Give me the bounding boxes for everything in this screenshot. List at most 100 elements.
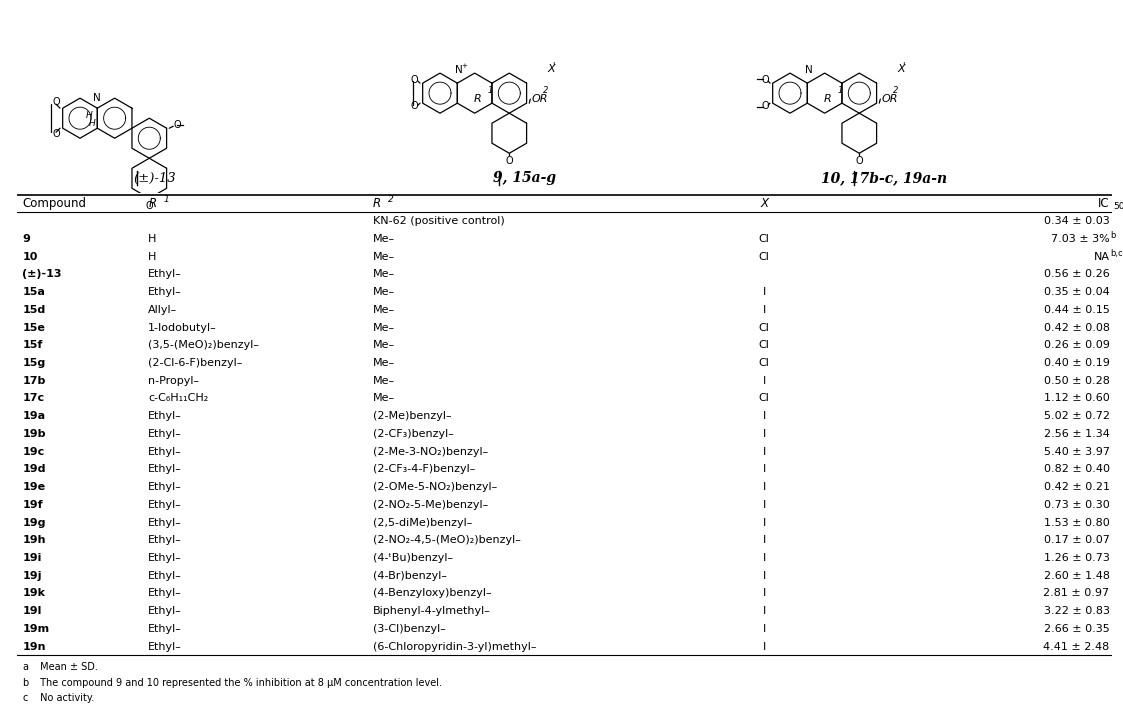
Text: I: I: [763, 606, 766, 616]
Text: Me–: Me–: [373, 234, 395, 244]
Text: (2-NO₂-5-Me)benzyl–: (2-NO₂-5-Me)benzyl–: [373, 500, 489, 510]
Text: Cl: Cl: [759, 358, 769, 368]
Text: 19h: 19h: [22, 536, 46, 546]
Text: I: I: [763, 589, 766, 599]
Text: 5.40 ± 3.97: 5.40 ± 3.97: [1043, 447, 1110, 457]
Text: Ethyl–: Ethyl–: [148, 536, 182, 546]
Text: 17b: 17b: [22, 376, 46, 386]
Text: 19c: 19c: [22, 447, 45, 457]
Text: b,c: b,c: [1111, 248, 1123, 258]
Text: 0.56 ± 0.26: 0.56 ± 0.26: [1044, 269, 1110, 279]
Text: b: b: [1111, 231, 1116, 240]
Text: 10, 17b-c, 19a-n: 10, 17b-c, 19a-n: [821, 171, 948, 185]
Text: 2.56 ± 1.34: 2.56 ± 1.34: [1043, 429, 1110, 439]
Text: (2-Me-3-NO₂)benzyl–: (2-Me-3-NO₂)benzyl–: [373, 447, 489, 457]
Text: Ethyl–: Ethyl–: [148, 642, 182, 652]
Text: Ethyl–: Ethyl–: [148, 571, 182, 581]
Text: (±)-13: (±)-13: [22, 269, 62, 279]
Text: (2,5-diMe)benzyl–: (2,5-diMe)benzyl–: [373, 518, 472, 528]
Text: 0.42 ± 0.21: 0.42 ± 0.21: [1043, 482, 1110, 492]
Text: (2-NO₂-4,5-(MeO)₂)benzyl–: (2-NO₂-4,5-(MeO)₂)benzyl–: [373, 536, 521, 546]
Text: Me–: Me–: [373, 394, 395, 404]
Text: R: R: [148, 197, 156, 210]
Text: 15a: 15a: [22, 287, 45, 297]
Text: O: O: [52, 129, 60, 139]
Text: Ethyl–: Ethyl–: [148, 482, 182, 492]
Text: 19n: 19n: [22, 642, 46, 652]
Text: I: I: [763, 642, 766, 652]
Text: (2-CF₃)benzyl–: (2-CF₃)benzyl–: [373, 429, 454, 439]
Text: Cl: Cl: [759, 252, 769, 262]
Text: Cl: Cl: [759, 323, 769, 333]
Text: 15e: 15e: [22, 323, 45, 333]
Text: 0.26 ± 0.09: 0.26 ± 0.09: [1043, 340, 1110, 350]
Text: X: X: [897, 64, 905, 74]
Text: 19i: 19i: [22, 553, 42, 563]
Text: I: I: [763, 571, 766, 581]
Text: 0.73 ± 0.30: 0.73 ± 0.30: [1044, 500, 1110, 510]
Text: Ethyl–: Ethyl–: [148, 269, 182, 279]
Text: (4-Br)benzyl–: (4-Br)benzyl–: [373, 571, 447, 581]
Text: 2.66 ± 0.35: 2.66 ± 0.35: [1044, 624, 1110, 634]
Text: (2-OMe-5-NO₂)benzyl–: (2-OMe-5-NO₂)benzyl–: [373, 482, 497, 492]
Text: R: R: [474, 95, 482, 104]
Text: Ethyl–: Ethyl–: [148, 465, 182, 475]
Text: 4.41 ± 2.48: 4.41 ± 2.48: [1043, 642, 1110, 652]
Text: I: I: [763, 482, 766, 492]
Text: Me–: Me–: [373, 376, 395, 386]
Text: No activity.: No activity.: [37, 692, 94, 702]
Text: N: N: [805, 65, 813, 75]
Text: 9: 9: [22, 234, 30, 244]
Text: b: b: [22, 677, 28, 687]
Text: O: O: [410, 75, 418, 85]
Text: (±)-13: (±)-13: [133, 173, 175, 185]
Text: I: I: [763, 376, 766, 386]
Text: 1: 1: [487, 86, 493, 95]
Text: (4-ᵗBu)benzyl–: (4-ᵗBu)benzyl–: [373, 553, 453, 563]
Text: I: I: [763, 553, 766, 563]
Text: Ethyl–: Ethyl–: [148, 411, 182, 421]
Text: I: I: [763, 624, 766, 634]
Text: (2-Cl-6-F)benzyl–: (2-Cl-6-F)benzyl–: [148, 358, 243, 368]
Text: O: O: [52, 97, 60, 107]
Text: 1.26 ± 0.73: 1.26 ± 0.73: [1043, 553, 1110, 563]
Text: Cl: Cl: [759, 394, 769, 404]
Text: ': ': [553, 61, 555, 71]
Text: 0.50 ± 0.28: 0.50 ± 0.28: [1043, 376, 1110, 386]
Text: Ethyl–: Ethyl–: [148, 429, 182, 439]
Text: 19j: 19j: [22, 571, 42, 581]
Text: Ethyl–: Ethyl–: [148, 518, 182, 528]
Text: 9, 15a-g: 9, 15a-g: [493, 171, 556, 185]
Text: Me–: Me–: [373, 358, 395, 368]
Text: I: I: [763, 518, 766, 528]
Text: H: H: [148, 234, 156, 244]
Text: 0.34 ± 0.03: 0.34 ± 0.03: [1044, 216, 1110, 226]
Text: Ethyl–: Ethyl–: [148, 624, 182, 634]
Text: 15d: 15d: [22, 305, 46, 315]
Text: n-Propyl–: n-Propyl–: [148, 376, 200, 386]
Text: 19k: 19k: [22, 589, 45, 599]
Text: +: +: [462, 63, 467, 69]
Text: Ethyl–: Ethyl–: [148, 447, 182, 457]
Text: (3-Cl)benzyl–: (3-Cl)benzyl–: [373, 624, 446, 634]
Text: Me–: Me–: [373, 305, 395, 315]
Text: Cl: Cl: [759, 234, 769, 244]
Text: 0.44 ± 0.15: 0.44 ± 0.15: [1043, 305, 1110, 315]
Text: 15f: 15f: [22, 340, 43, 350]
Text: Me–: Me–: [373, 323, 395, 333]
Text: I: I: [763, 411, 766, 421]
Text: Ethyl–: Ethyl–: [148, 500, 182, 510]
Text: 19a: 19a: [22, 411, 45, 421]
Text: 2: 2: [389, 195, 394, 204]
Text: Me–: Me–: [373, 287, 395, 297]
Text: Mean ± SD.: Mean ± SD.: [37, 662, 98, 672]
Text: 50: 50: [1113, 203, 1123, 211]
Text: X: X: [760, 197, 768, 210]
Text: N: N: [456, 65, 463, 75]
Text: 19e: 19e: [22, 482, 45, 492]
Text: c-C₆H₁₁CH₂: c-C₆H₁₁CH₂: [148, 394, 209, 404]
Text: R: R: [373, 197, 381, 210]
Text: H: H: [89, 119, 95, 127]
Text: (2-CF₃-4-F)benzyl–: (2-CF₃-4-F)benzyl–: [373, 465, 475, 475]
Text: 7.03 ± 3%: 7.03 ± 3%: [1051, 234, 1110, 244]
